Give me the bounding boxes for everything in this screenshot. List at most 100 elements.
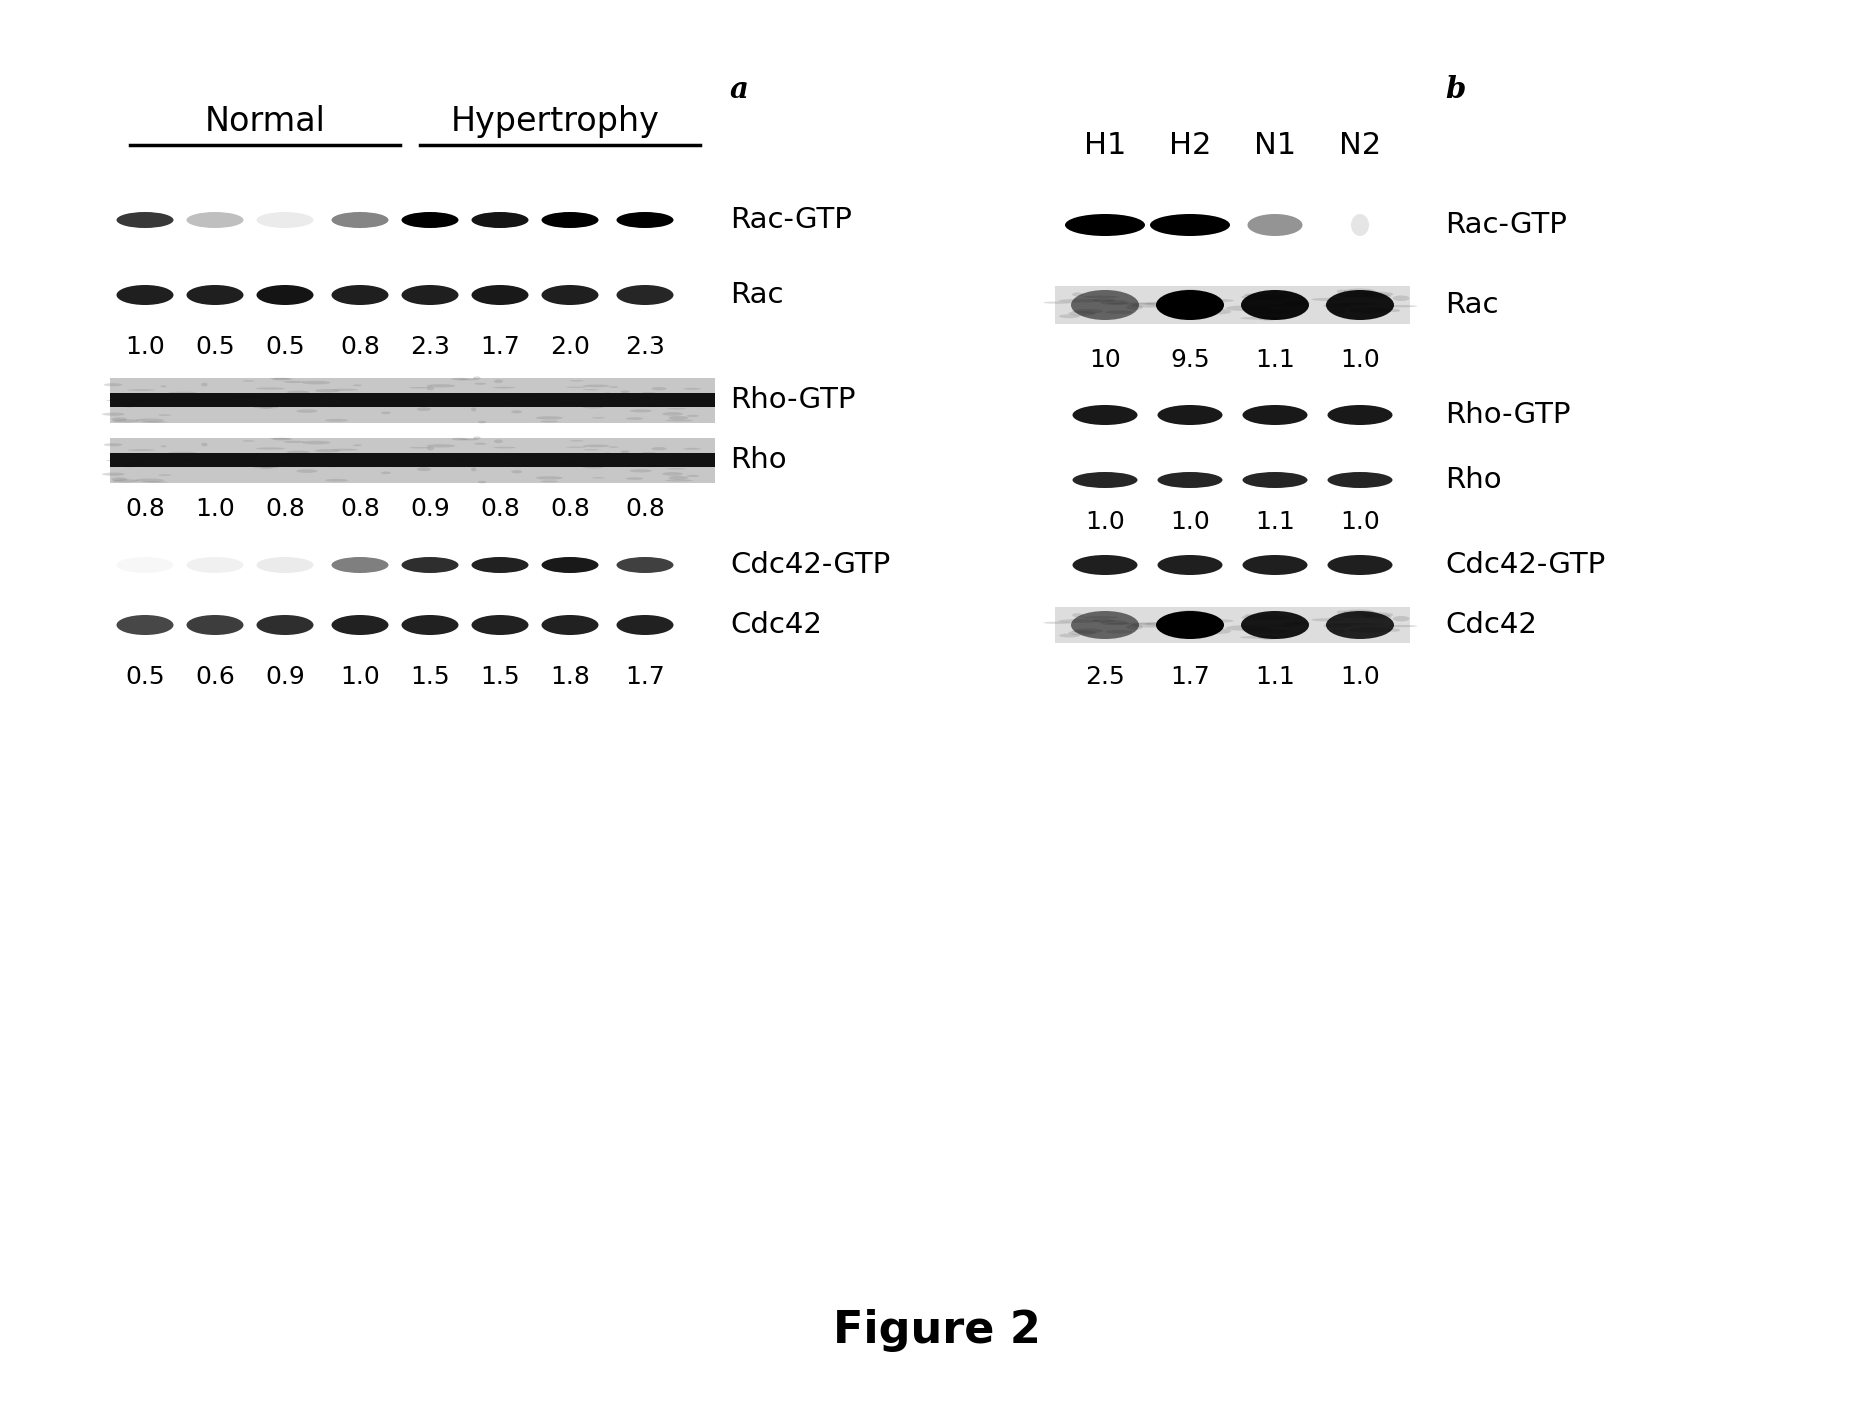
Ellipse shape: [542, 615, 598, 635]
Bar: [1056, 607, 1410, 642]
Ellipse shape: [122, 406, 135, 407]
Text: 1.0: 1.0: [1086, 510, 1125, 535]
Ellipse shape: [493, 387, 516, 389]
Ellipse shape: [101, 413, 124, 415]
Ellipse shape: [158, 414, 171, 415]
Ellipse shape: [1157, 472, 1222, 488]
Ellipse shape: [332, 213, 388, 228]
Ellipse shape: [111, 417, 128, 421]
Ellipse shape: [257, 615, 313, 635]
Ellipse shape: [512, 471, 521, 474]
Text: 1.0: 1.0: [339, 665, 381, 689]
Text: Rho: Rho: [1446, 467, 1502, 493]
Ellipse shape: [1388, 625, 1418, 627]
Text: 10: 10: [1089, 347, 1121, 372]
Ellipse shape: [662, 472, 682, 475]
Ellipse shape: [651, 387, 668, 390]
Ellipse shape: [255, 448, 285, 450]
Ellipse shape: [101, 472, 124, 476]
Ellipse shape: [1363, 294, 1391, 298]
Text: 0.8: 0.8: [339, 496, 381, 520]
Ellipse shape: [1091, 620, 1116, 623]
Text: 2.3: 2.3: [411, 335, 450, 359]
Ellipse shape: [276, 461, 285, 464]
Ellipse shape: [287, 461, 302, 462]
Ellipse shape: [686, 415, 699, 417]
Ellipse shape: [478, 481, 486, 484]
Ellipse shape: [1241, 291, 1309, 320]
Ellipse shape: [276, 400, 285, 404]
Ellipse shape: [638, 465, 662, 467]
Ellipse shape: [1243, 406, 1307, 425]
Ellipse shape: [352, 444, 362, 447]
Ellipse shape: [643, 397, 651, 400]
Text: Rho: Rho: [729, 447, 788, 474]
Ellipse shape: [630, 410, 652, 413]
Text: Cdc42: Cdc42: [729, 611, 821, 640]
Ellipse shape: [1198, 620, 1234, 623]
Ellipse shape: [409, 447, 431, 448]
Ellipse shape: [617, 615, 673, 635]
Ellipse shape: [1326, 291, 1393, 320]
Ellipse shape: [1311, 618, 1344, 621]
Text: 2.0: 2.0: [549, 335, 591, 359]
Ellipse shape: [184, 458, 212, 461]
Text: 1.7: 1.7: [624, 665, 666, 689]
Ellipse shape: [471, 615, 529, 635]
Text: 0.5: 0.5: [126, 665, 165, 689]
Ellipse shape: [296, 410, 317, 413]
Ellipse shape: [116, 285, 174, 305]
Ellipse shape: [454, 458, 463, 461]
Ellipse shape: [626, 478, 643, 479]
Ellipse shape: [107, 459, 122, 461]
Ellipse shape: [111, 478, 128, 481]
Ellipse shape: [1106, 311, 1132, 313]
Ellipse shape: [142, 421, 167, 423]
Ellipse shape: [542, 557, 598, 573]
Ellipse shape: [472, 376, 480, 380]
Ellipse shape: [1101, 620, 1127, 625]
Ellipse shape: [504, 403, 512, 404]
Ellipse shape: [255, 387, 285, 390]
Ellipse shape: [1239, 635, 1290, 640]
Ellipse shape: [458, 379, 478, 380]
Ellipse shape: [1335, 623, 1378, 625]
Ellipse shape: [283, 441, 306, 442]
Ellipse shape: [322, 465, 343, 468]
Ellipse shape: [257, 213, 313, 228]
Ellipse shape: [1065, 214, 1146, 235]
Ellipse shape: [381, 472, 390, 474]
Text: 1.0: 1.0: [1170, 510, 1209, 535]
Ellipse shape: [1127, 624, 1144, 630]
Text: 1.0: 1.0: [195, 496, 234, 520]
Ellipse shape: [1226, 625, 1269, 631]
Ellipse shape: [626, 417, 643, 420]
Ellipse shape: [668, 415, 688, 420]
Ellipse shape: [1268, 625, 1294, 627]
Text: Figure 2: Figure 2: [832, 1309, 1041, 1351]
Ellipse shape: [201, 442, 208, 447]
Ellipse shape: [135, 478, 163, 482]
Ellipse shape: [287, 391, 309, 394]
Ellipse shape: [1247, 214, 1303, 235]
Ellipse shape: [1282, 623, 1301, 627]
Ellipse shape: [1337, 611, 1346, 614]
Ellipse shape: [1146, 302, 1185, 306]
Ellipse shape: [1069, 631, 1095, 635]
Ellipse shape: [186, 615, 244, 635]
Ellipse shape: [1344, 610, 1374, 614]
Ellipse shape: [1072, 628, 1102, 634]
Ellipse shape: [332, 285, 388, 305]
Ellipse shape: [1348, 308, 1391, 313]
Ellipse shape: [186, 213, 244, 228]
Text: Cdc42-GTP: Cdc42-GTP: [1446, 552, 1605, 579]
Ellipse shape: [270, 377, 291, 380]
Ellipse shape: [1348, 627, 1391, 632]
Ellipse shape: [409, 387, 431, 389]
Ellipse shape: [1101, 299, 1127, 305]
Text: Cdc42: Cdc42: [1446, 611, 1537, 640]
Ellipse shape: [234, 455, 261, 458]
Ellipse shape: [1337, 292, 1372, 298]
Ellipse shape: [1157, 406, 1222, 425]
Ellipse shape: [1176, 621, 1200, 627]
